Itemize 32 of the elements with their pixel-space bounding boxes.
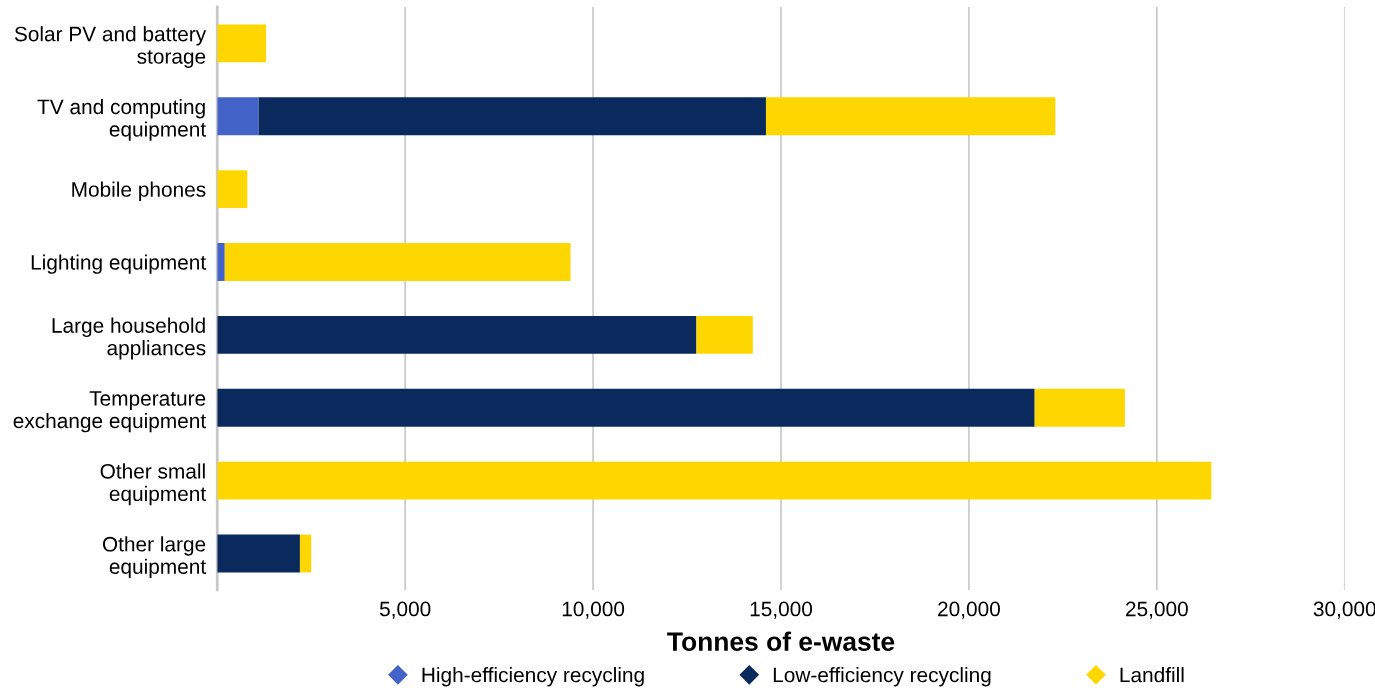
bar [217, 461, 1212, 500]
y-tick-label: TV and computing equipment [37, 98, 206, 141]
x-tick-label: 25,000 [1126, 601, 1188, 619]
x-tick-label: 20,000 [938, 601, 1000, 619]
x-tick-label: 15,000 [750, 601, 813, 619]
bar [217, 97, 259, 136]
bar [217, 24, 267, 63]
y-tick-label: Mobile phones [72, 181, 206, 201]
y-tick-label: Other large equipment [102, 536, 206, 579]
bar [299, 534, 312, 573]
y-tick-label: Temperature exchange equipment [13, 391, 206, 433]
bar [217, 315, 697, 354]
bar [217, 170, 248, 209]
legend-label: High-efficiency recycling [422, 667, 644, 687]
bar [696, 315, 753, 354]
legend-label: Landfill [1120, 667, 1184, 683]
bar [217, 388, 1035, 427]
y-tick-label: Lighting equipment [31, 254, 206, 274]
bar [1034, 388, 1125, 427]
x-axis-title: Tonnes of e-waste [667, 631, 895, 651]
bar [217, 243, 225, 281]
bar [258, 97, 766, 136]
legend-label: Low-efficiency recycling [773, 667, 991, 687]
bar [224, 243, 571, 281]
x-tick-label: 5,000 [379, 601, 431, 619]
y-tick-label: Large household appliances [52, 317, 206, 360]
bar [765, 97, 1056, 136]
y-tick-label: Solar PV and battery storage [14, 26, 207, 68]
bar [217, 534, 300, 573]
x-tick-label: 30,000 [1313, 601, 1375, 619]
y-tick-label: Other small equipment [100, 463, 206, 506]
x-tick-label: 10,000 [562, 601, 625, 619]
